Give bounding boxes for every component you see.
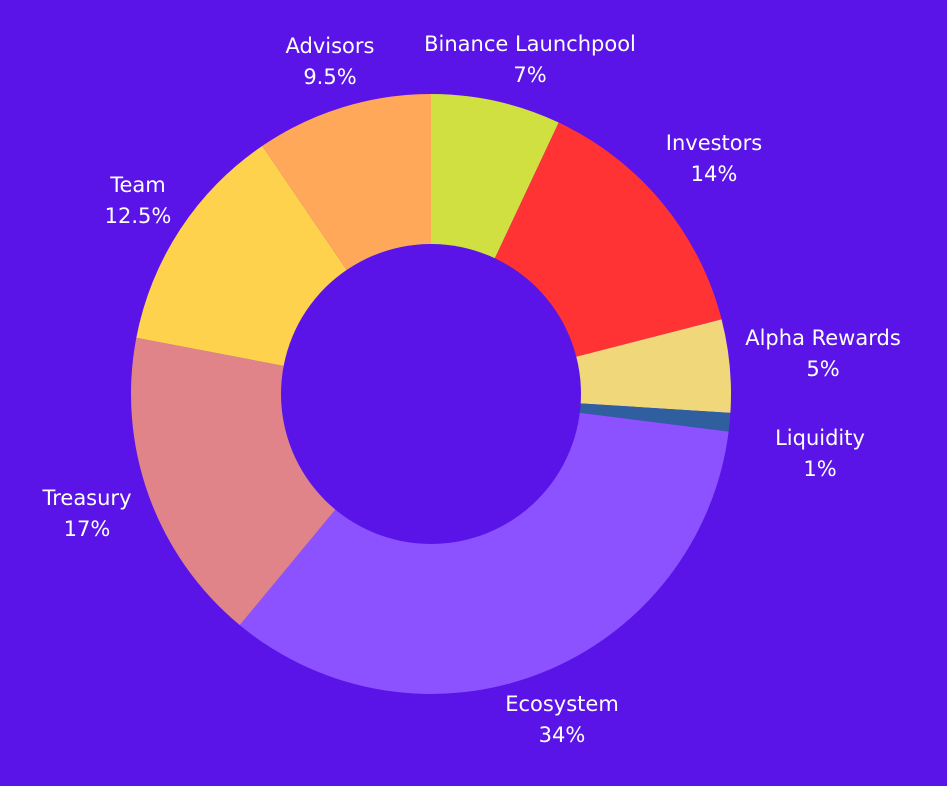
label-name: Liquidity — [775, 426, 865, 450]
label-value: 1% — [803, 457, 836, 481]
slice-ecosystem — [239, 394, 729, 694]
label-alpha-rewards: Alpha Rewards 5% — [745, 326, 901, 381]
label-advisors: Advisors 9.5% — [286, 34, 375, 89]
label-value: 9.5% — [303, 65, 356, 89]
donut-hole — [281, 244, 581, 544]
label-name: Advisors — [286, 34, 375, 58]
label-binance-launchpool: Binance Launchpool 7% — [424, 32, 636, 87]
label-name: Team — [109, 173, 166, 197]
label-investors: Investors 14% — [666, 131, 762, 186]
label-name: Alpha Rewards — [745, 326, 901, 350]
label-value: 12.5% — [105, 204, 172, 228]
label-treasury: Treasury 17% — [41, 486, 131, 541]
label-name: Treasury — [41, 486, 131, 510]
label-name: Binance Launchpool — [424, 32, 636, 56]
label-value: 5% — [806, 357, 839, 381]
label-name: Investors — [666, 131, 762, 155]
label-name: Ecosystem — [505, 692, 619, 716]
label-value: 17% — [64, 517, 111, 541]
label-ecosystem: Ecosystem 34% — [505, 692, 619, 747]
label-liquidity: Liquidity 1% — [775, 426, 865, 481]
slice-labels: Binance Launchpool 7% Investors 14% Alpha Re… — [41, 32, 900, 747]
label-value: 7% — [513, 63, 546, 87]
label-value: 34% — [539, 723, 586, 747]
label-value: 14% — [691, 162, 738, 186]
label-team: Team 12.5% — [105, 173, 172, 228]
